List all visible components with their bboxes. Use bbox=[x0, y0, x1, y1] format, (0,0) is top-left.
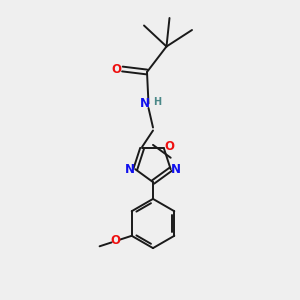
Text: O: O bbox=[164, 140, 174, 154]
Text: O: O bbox=[110, 234, 120, 247]
Text: N: N bbox=[171, 163, 181, 176]
Text: N: N bbox=[140, 97, 150, 110]
Text: H: H bbox=[153, 97, 161, 107]
Text: O: O bbox=[112, 62, 122, 76]
Text: N: N bbox=[125, 163, 135, 176]
